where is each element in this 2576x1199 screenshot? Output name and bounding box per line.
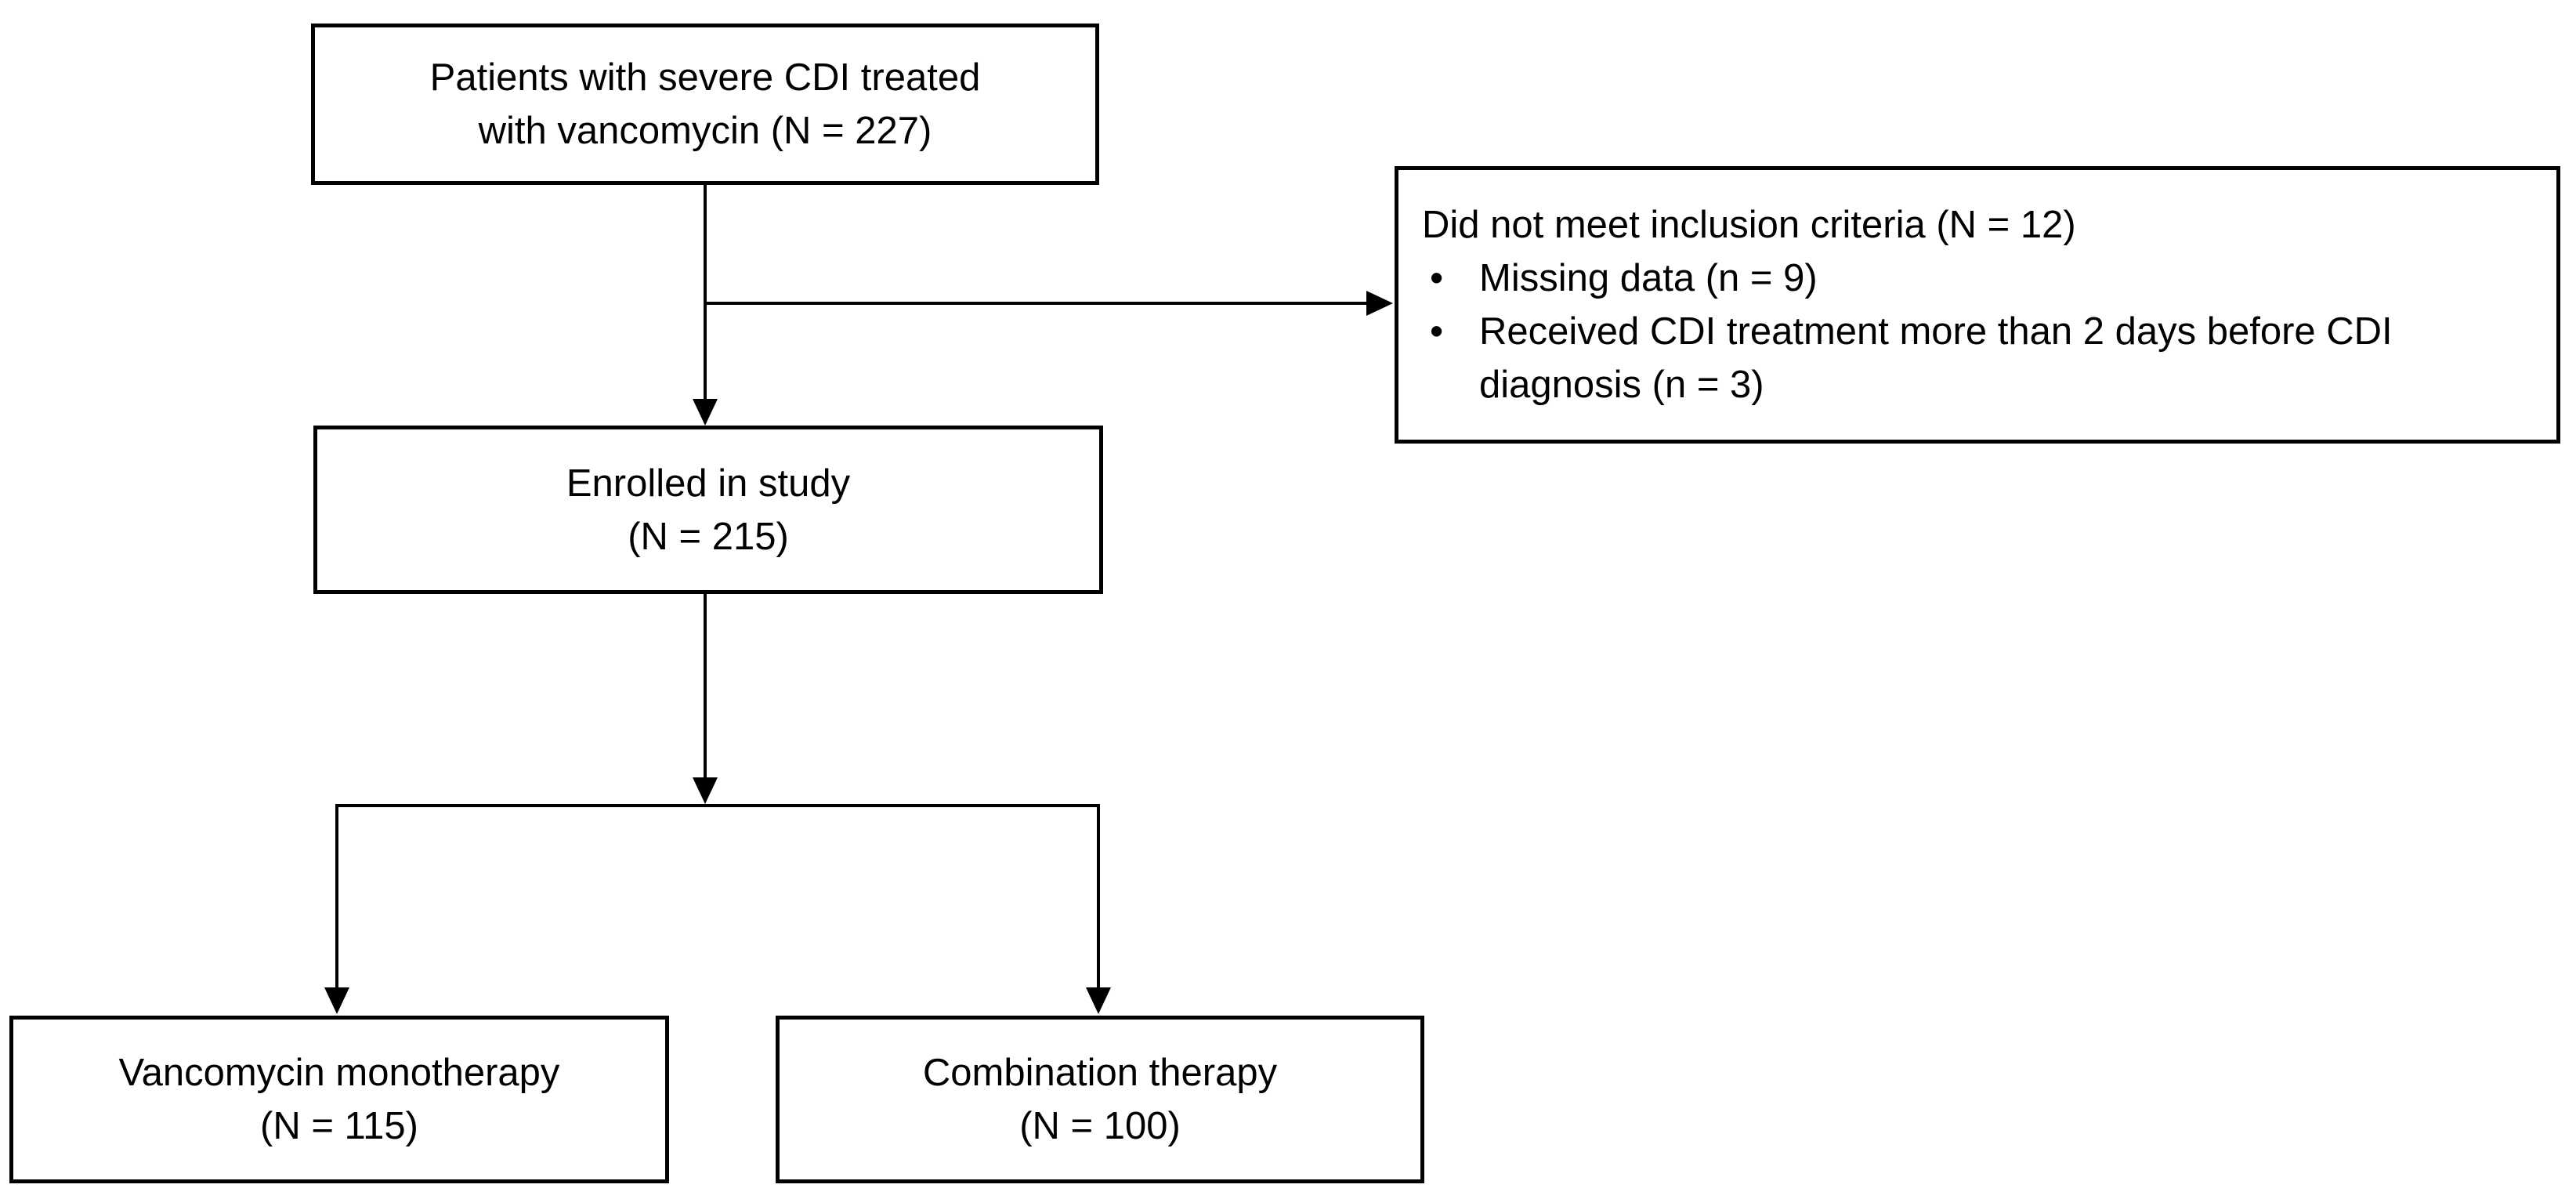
box-monotherapy-line1: Vancomycin monotherapy: [118, 1052, 560, 1094]
box-combination-line1: Combination therapy: [922, 1052, 1278, 1094]
arrowhead-down-monotherapy-icon: [324, 987, 349, 1014]
box-excluded: Did not meet inclusion criteria (N = 12)…: [1395, 166, 2560, 444]
arrowhead-down-enrolled-icon: [693, 399, 718, 426]
arrowhead-down-combination-icon: [1086, 987, 1111, 1014]
box-excluded-title: Did not meet inclusion criteria (N = 12): [1422, 204, 2076, 246]
connector-to-excluded: [705, 302, 1367, 305]
connector-to-combination: [1097, 804, 1100, 987]
arrowhead-right-excluded-icon: [1366, 291, 1393, 316]
connector-enrolled-down: [704, 594, 707, 777]
box-population-line1: Patients with severe CDI treated: [429, 56, 981, 99]
box-population-line2: with vancomycin (N = 227): [478, 110, 932, 152]
box-enrolled-line1: Enrolled in study: [566, 462, 851, 505]
box-combination: Combination therapy (N = 100): [776, 1016, 1424, 1183]
box-population: Patients with severe CDI treated with va…: [311, 24, 1099, 185]
connector-split-bar: [335, 804, 1100, 807]
box-excluded-bullet-2: Received CDI treatment more than 2 days …: [1422, 305, 2533, 411]
box-enrolled: Enrolled in study (N = 215): [313, 426, 1103, 594]
box-monotherapy: Vancomycin monotherapy (N = 115): [9, 1016, 669, 1183]
box-monotherapy-line2: (N = 115): [260, 1105, 418, 1147]
arrowhead-down-split-icon: [693, 777, 718, 804]
box-enrolled-line2: (N = 215): [628, 515, 789, 558]
box-excluded-bullet-1: Missing data (n = 9): [1422, 252, 2533, 305]
connector-to-monotherapy: [335, 804, 338, 987]
box-combination-line2: (N = 100): [1019, 1105, 1181, 1147]
box-excluded-bullet-list: Missing data (n = 9) Received CDI treatm…: [1422, 252, 2533, 411]
connector-population-to-enrolled: [704, 185, 707, 399]
